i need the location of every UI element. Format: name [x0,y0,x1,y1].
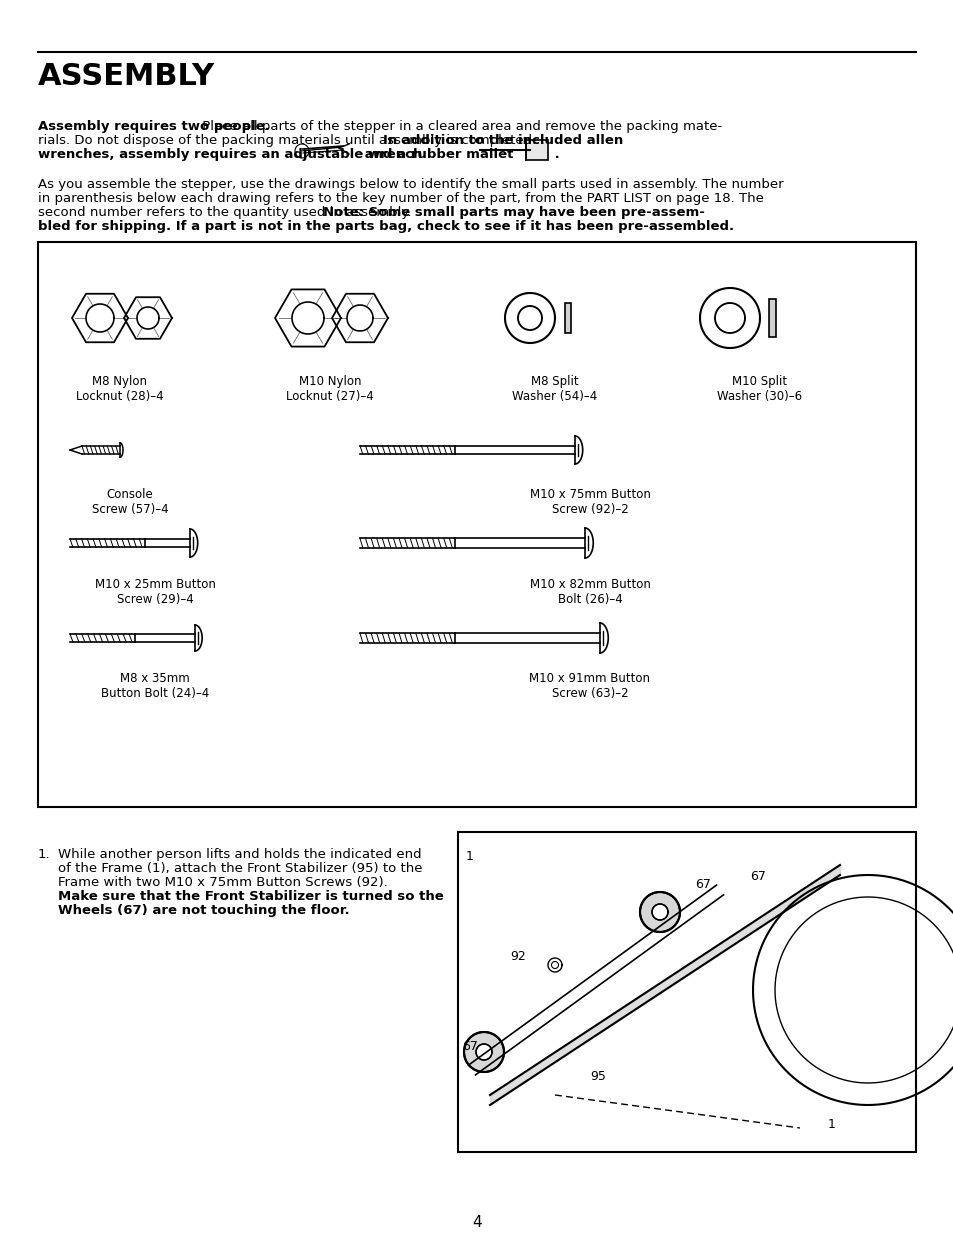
Text: 67: 67 [695,878,710,890]
Text: M10 x 91mm Button
Screw (63)–2: M10 x 91mm Button Screw (63)–2 [529,672,650,700]
Text: Wheels (67) are not touching the floor.: Wheels (67) are not touching the floor. [58,904,349,918]
Text: 95: 95 [589,1070,605,1083]
Text: Assembly requires two people.: Assembly requires two people. [38,120,270,133]
Bar [769,299,776,337]
Text: 1.: 1. [38,848,51,861]
Bar [457,832,915,1152]
Text: of the Frame (1), attach the Front Stabilizer (95) to the: of the Frame (1), attach the Front Stabi… [58,862,422,876]
Bar [525,140,547,161]
Bar [564,303,571,333]
Text: M10 Nylon
Locknut (27)–4: M10 Nylon Locknut (27)–4 [286,375,374,403]
Text: rials. Do not dispose of the packing materials until assembly is completed.: rials. Do not dispose of the packing mat… [38,135,540,147]
Text: Console
Screw (57)–4: Console Screw (57)–4 [91,488,168,516]
Text: 67: 67 [461,1040,477,1053]
Text: M8 Nylon
Locknut (28)–4: M8 Nylon Locknut (28)–4 [76,375,164,403]
Text: wrenches, assembly requires an adjustable wrench: wrenches, assembly requires an adjustabl… [38,148,422,161]
Text: and a rubber mallet: and a rubber mallet [359,148,513,161]
Bar [38,242,915,806]
Text: Frame with two M10 x 75mm Button Screws (92).: Frame with two M10 x 75mm Button Screws … [58,876,387,889]
Text: M10 x 25mm Button
Screw (29)–4: M10 x 25mm Button Screw (29)–4 [94,578,215,606]
Circle shape [463,1032,503,1072]
Text: 92: 92 [510,950,525,963]
Text: bled for shipping. If a part is not in the parts bag, check to see if it has bee: bled for shipping. If a part is not in t… [38,220,734,233]
Text: M10 x 75mm Button
Screw (92)–2: M10 x 75mm Button Screw (92)–2 [529,488,650,516]
Text: As you assemble the stepper, use the drawings below to identify the small parts : As you assemble the stepper, use the dra… [38,178,782,191]
Text: 67: 67 [749,869,765,883]
Text: In addition to the included allen: In addition to the included allen [382,135,622,147]
Text: second number refers to the quantity used in assembly.: second number refers to the quantity use… [38,206,416,219]
Circle shape [476,1044,492,1060]
Text: M8 x 35mm
Button Bolt (24)–4: M8 x 35mm Button Bolt (24)–4 [101,672,209,700]
Text: M8 Split
Washer (54)–4: M8 Split Washer (54)–4 [512,375,597,403]
Text: Make sure that the Front Stabilizer is turned so the: Make sure that the Front Stabilizer is t… [58,890,443,903]
Text: .: . [550,148,559,161]
Text: While another person lifts and holds the indicated end: While another person lifts and holds the… [58,848,421,861]
Circle shape [651,904,667,920]
Text: in parenthesis below each drawing refers to the key number of the part, from the: in parenthesis below each drawing refers… [38,191,763,205]
Text: Note: Some small parts may have been pre-assem-: Note: Some small parts may have been pre… [322,206,704,219]
Text: M10 Split
Washer (30)–6: M10 Split Washer (30)–6 [717,375,801,403]
Text: M10 x 82mm Button
Bolt (26)–4: M10 x 82mm Button Bolt (26)–4 [529,578,650,606]
Text: Place all parts of the stepper in a cleared area and remove the packing mate-: Place all parts of the stepper in a clea… [198,120,721,133]
Text: ASSEMBLY: ASSEMBLY [38,62,214,91]
Text: 1: 1 [827,1118,835,1131]
Text: 4: 4 [472,1215,481,1230]
Text: 1: 1 [465,850,474,863]
Circle shape [639,892,679,932]
